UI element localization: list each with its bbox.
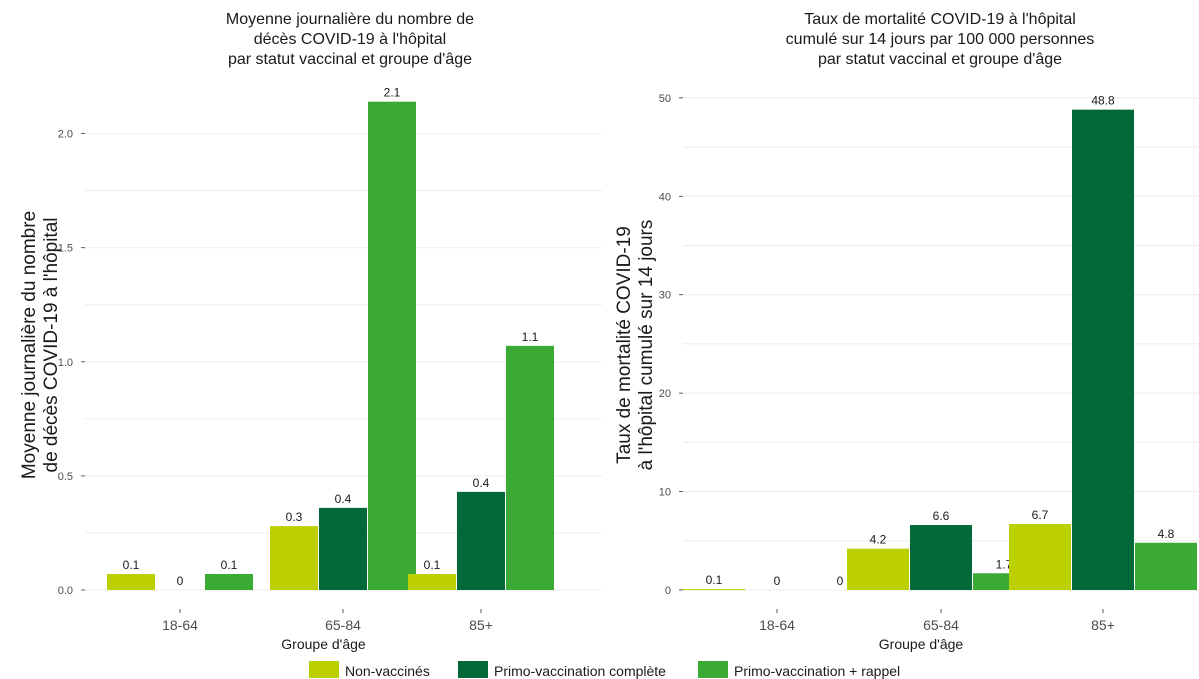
bar-data-label: 6.7	[1032, 508, 1049, 522]
chart-title-line: Taux de mortalité COVID-19 à l'hôpital	[804, 11, 1076, 28]
bar	[683, 589, 745, 590]
y-tick-label: 50	[659, 93, 671, 105]
legend-swatch	[309, 661, 339, 678]
bar-data-label: 0.4	[335, 492, 352, 506]
y-axis-label-line: Moyenne journalière du nombre	[19, 211, 40, 479]
y-tick-label: 20	[659, 388, 671, 400]
bar	[1135, 542, 1197, 590]
bar-data-label: 4.8	[1158, 527, 1175, 541]
bar	[368, 101, 416, 590]
y-tick-label: 0.5	[58, 471, 73, 483]
y-tick-label: 0	[665, 585, 671, 597]
x-tick-label: 65-84	[325, 617, 361, 633]
y-axis-label: Taux de mortalité COVID-19à l'hôpital cu…	[614, 220, 657, 471]
x-axis-label: Groupe d'âge	[281, 636, 366, 652]
bar-data-label: 0.1	[424, 558, 441, 572]
bar	[319, 507, 367, 590]
y-axis-label-line: de décès COVID-19 à l'hôpital	[41, 218, 62, 473]
x-tick-label: 85+	[1091, 617, 1115, 633]
bar	[1072, 109, 1134, 590]
x-axis-label: Groupe d'âge	[879, 636, 964, 652]
y-axis-label: Moyenne journalière du nombrede décès CO…	[19, 211, 62, 479]
chart-title-line: Moyenne journalière du nombre de	[226, 11, 474, 28]
bar	[107, 574, 155, 590]
legend-label: Non-vaccinés	[345, 663, 430, 679]
x-tick-label: 65-84	[923, 617, 959, 633]
bar-data-label: 0	[837, 574, 844, 588]
y-tick-label: 2.0	[58, 129, 73, 141]
legend-label: Primo-vaccination complète	[494, 663, 666, 679]
bar	[408, 574, 456, 590]
y-tick-label: 40	[659, 191, 671, 203]
chart-panel-2: Taux de mortalité COVID-19 à l'hôpital cu…	[614, 11, 1199, 652]
bar-data-label: 0.1	[706, 573, 723, 587]
y-tick-label: 0.0	[58, 585, 73, 597]
bar-data-label: 0.1	[123, 558, 140, 572]
y-tick-label: 30	[659, 290, 671, 302]
legend-label: Primo-vaccination + rappel	[734, 663, 900, 679]
chart-title-line: décès COVID-19 à l'hôpital	[254, 31, 446, 48]
bar-data-label: 0.4	[473, 476, 490, 490]
bar	[270, 526, 318, 590]
bar-data-label: 4.2	[870, 533, 887, 547]
y-axis-label-line: à l'hôpital cumulé sur 14 jours	[636, 220, 657, 471]
bar	[457, 491, 505, 590]
bar-data-label: 1.1	[522, 330, 539, 344]
chart-title-line: par statut vaccinal et groupe d'âge	[818, 51, 1062, 68]
chart-title-line: cumulé sur 14 jours par 100 000 personne…	[786, 31, 1095, 48]
bar	[506, 345, 554, 590]
bar-data-label: 1.7	[996, 557, 1013, 571]
x-tick-label: 18-64	[759, 617, 795, 633]
legend: Non-vaccinés Primo-vaccination complète Pr…	[309, 661, 900, 679]
y-tick-label: 1.0	[58, 357, 73, 369]
bar-data-label: 0.1	[221, 558, 238, 572]
y-tick-label: 1.5	[58, 243, 73, 255]
x-tick-label: 85+	[469, 617, 493, 633]
bar-data-label: 2.1	[384, 86, 401, 100]
bar	[847, 548, 909, 590]
x-tick-label: 18-64	[162, 617, 198, 633]
legend-swatch	[698, 661, 728, 678]
bar-data-label: 0	[774, 574, 781, 588]
bar-data-label: 6.6	[933, 509, 950, 523]
bar	[910, 525, 972, 590]
bar	[205, 574, 253, 590]
bar	[1009, 524, 1071, 590]
chart-panel-1: Moyenne journalière du nombre de décès CO…	[19, 11, 602, 652]
chart-title-line: par statut vaccinal et groupe d'âge	[228, 51, 472, 68]
bar-data-label: 48.8	[1091, 94, 1115, 108]
bar-data-label: 0	[177, 574, 184, 588]
y-axis-label-line: Taux de mortalité COVID-19	[614, 226, 635, 464]
legend-swatch	[458, 661, 488, 678]
y-tick-label: 10	[659, 487, 671, 499]
bar-data-label: 0.3	[286, 510, 303, 524]
